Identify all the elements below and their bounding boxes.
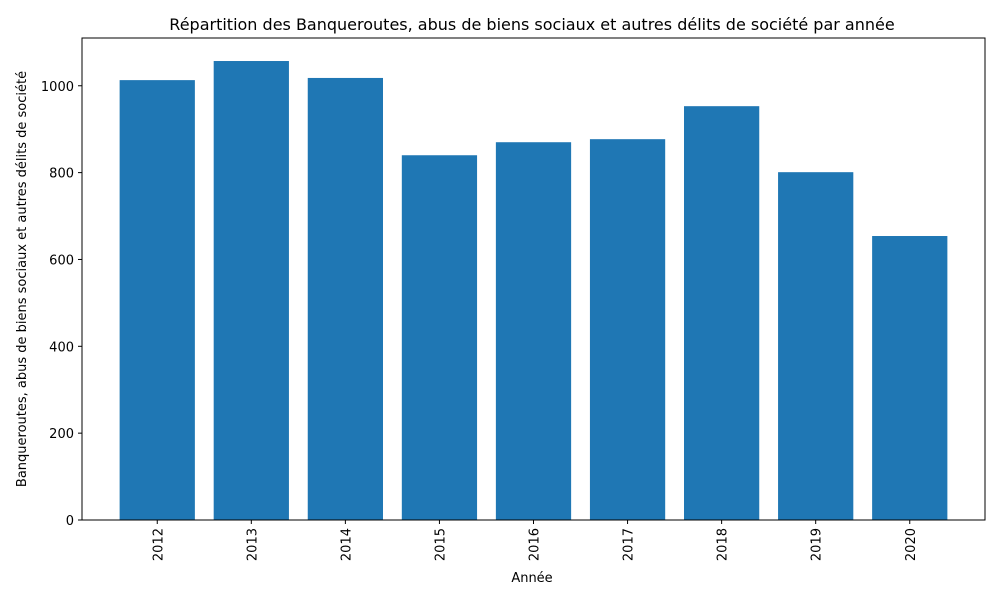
- bar-2019: [778, 172, 854, 520]
- bar-2020: [872, 236, 948, 520]
- x-tick-label: 2017: [622, 528, 637, 561]
- y-tick-label: 0: [66, 514, 74, 529]
- bars-group: [119, 61, 948, 521]
- y-axis-label: Banqueroutes, abus de biens sociaux et a…: [15, 71, 30, 487]
- x-tick-label: 2014: [339, 528, 354, 561]
- x-tick-label: 2018: [716, 528, 731, 561]
- bar-2017: [589, 139, 666, 520]
- y-tick-label: 400: [49, 340, 74, 355]
- plot-frame: [81, 37, 986, 521]
- y-tick-label: 800: [49, 167, 74, 182]
- x-tick-label: 2013: [245, 528, 260, 561]
- y-tick-label: 200: [49, 427, 74, 442]
- x-tick-label: 2016: [528, 528, 543, 561]
- x-tick-label: 2015: [433, 528, 448, 561]
- x-axis-ticks: 2012 2013 2014 2015 2016 2017 2018 2019 2020: [151, 520, 919, 561]
- bar-2016: [495, 142, 572, 520]
- x-tick-label: 2020: [904, 528, 919, 561]
- x-axis-label: Année: [511, 571, 552, 586]
- bar-2015: [401, 155, 478, 521]
- y-axis-ticks: 0 200 400 600 800 1000: [41, 80, 82, 529]
- bar-2012: [119, 80, 195, 520]
- bar-2014: [307, 77, 383, 520]
- y-tick-label: 1000: [41, 80, 74, 95]
- y-tick-label: 600: [49, 253, 74, 268]
- x-tick-label: 2019: [810, 528, 825, 561]
- chart-title: Répartition des Banqueroutes, abus de bi…: [169, 15, 894, 34]
- x-tick-label: 2012: [151, 528, 166, 561]
- bar-2018: [684, 106, 760, 520]
- bar-2013: [213, 61, 289, 521]
